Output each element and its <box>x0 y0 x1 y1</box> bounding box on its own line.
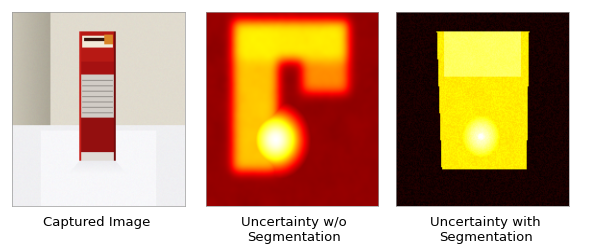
Text: Captured Image: Captured Image <box>44 216 151 229</box>
Text: Uncertainty w/o
Segmentation: Uncertainty w/o Segmentation <box>241 216 347 244</box>
Text: Uncertainty with
Segmentation: Uncertainty with Segmentation <box>430 216 541 244</box>
